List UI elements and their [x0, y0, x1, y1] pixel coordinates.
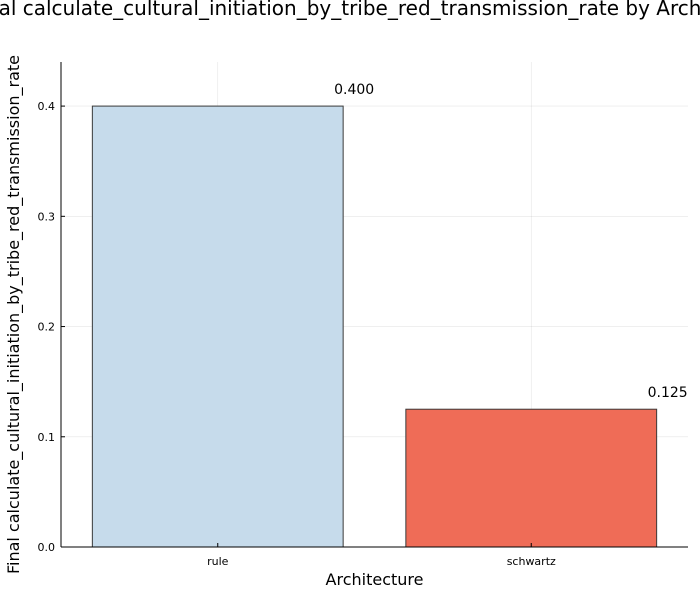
x-tick-label-schwartz: schwartz: [507, 555, 556, 568]
y-tick-label: 0.1: [38, 431, 56, 444]
bars: [91, 105, 658, 548]
axes: [60, 62, 688, 548]
labels: 0.0 0.1 0.2 0.3 0.4 rule schwartz 0.400 0.125 Fin…: [0, 0, 700, 589]
y-tick-label: 0.0: [38, 541, 56, 554]
y-tick-label: 0.3: [38, 210, 56, 223]
y-tick-label: 0.2: [38, 321, 56, 334]
bar-rule: [91, 105, 344, 548]
y-tick-label: 0.4: [38, 100, 56, 113]
data-label-schwartz: 0.125: [648, 385, 688, 401]
data-label-rule: 0.400: [334, 82, 374, 98]
x-axis-label: Architecture: [326, 570, 424, 589]
y-axis-label: Final calculate_cultural_initiation_by_t…: [4, 55, 24, 574]
chart-title: Final calculate_cultural_initiation_by_t…: [0, 0, 700, 20]
x-tick-label-rule: rule: [207, 555, 229, 568]
bar-schwartz: [405, 408, 658, 548]
